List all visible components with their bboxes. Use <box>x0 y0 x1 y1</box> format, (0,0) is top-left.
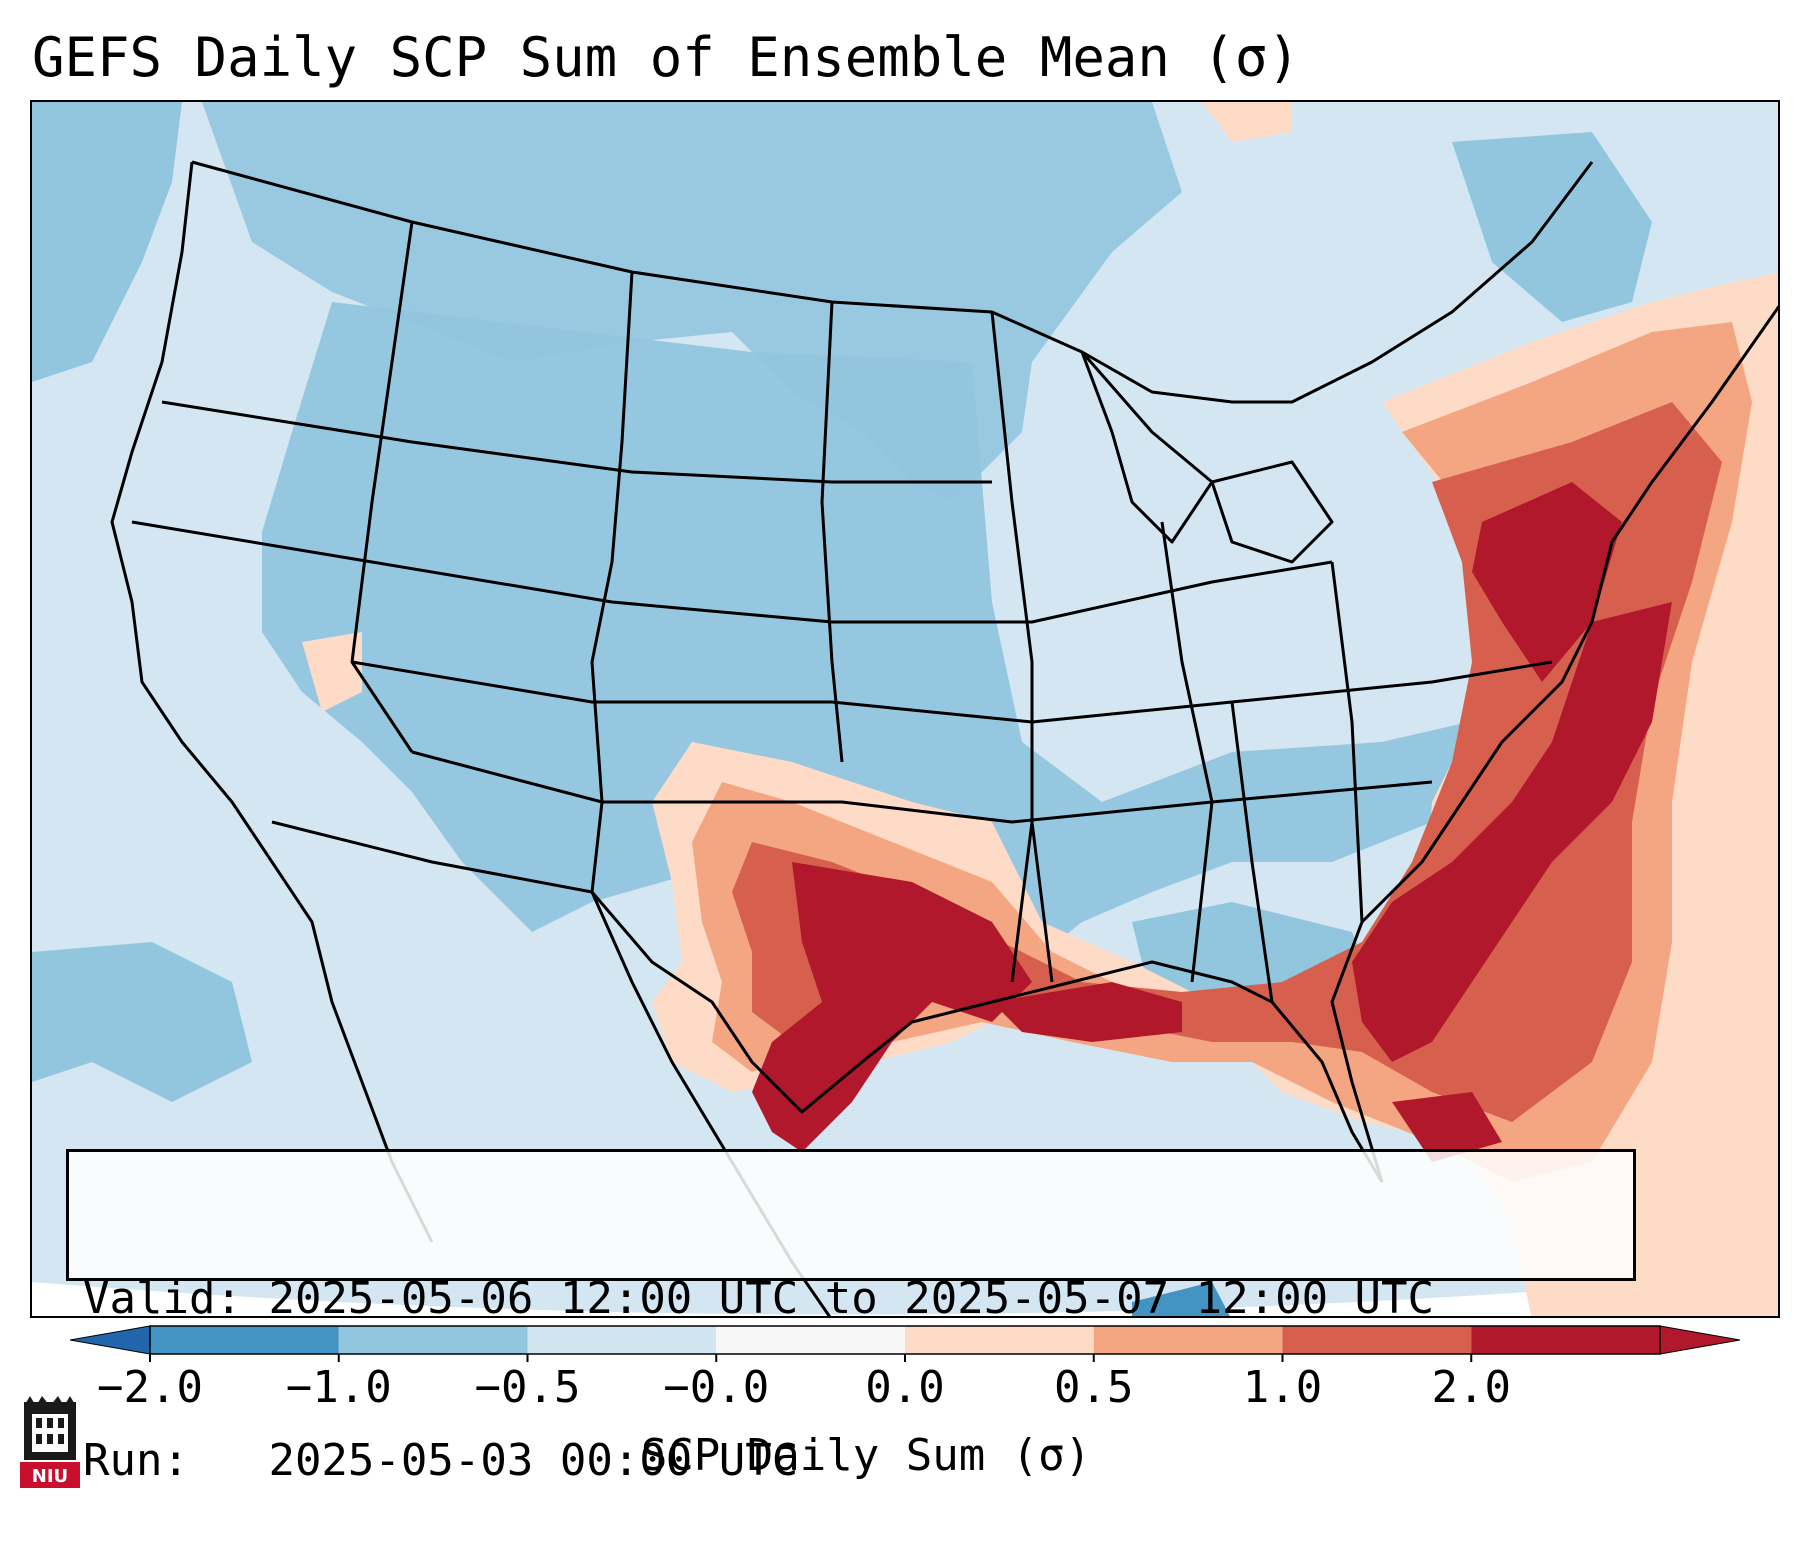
validity-info-box: Valid: 2025-05-06 12:00 UTC to 2025-05-0… <box>66 1149 1636 1486</box>
colorbar-segment <box>338 1326 528 1354</box>
colorbar-tick-label: 1.0 <box>1242 1362 1323 1413</box>
colorbar-segment <box>905 1326 1094 1354</box>
colorbar-segment <box>1093 1326 1283 1354</box>
colorbar-segment <box>1282 1326 1472 1354</box>
run-label: Run: <box>83 1435 189 1486</box>
colorbar-segment <box>150 1326 339 1354</box>
colorbar-segment <box>527 1326 717 1354</box>
colorbar-segment <box>716 1326 905 1354</box>
colorbar-tick-label: 2.0 <box>1431 1362 1511 1413</box>
colorbar-tick-label: −2.0 <box>97 1362 203 1413</box>
colorbar-tick-label: −0.5 <box>474 1362 581 1413</box>
colorbar <box>70 1325 1740 1362</box>
run-value: 2025-05-03 00:00 UTC <box>268 1435 799 1486</box>
colorbar-extend-low <box>70 1325 151 1355</box>
colorbar-tick-label: −1.0 <box>285 1362 392 1413</box>
colorbar-label: SCP Daily Sum (σ) <box>640 1430 1092 1481</box>
map-title: GEFS Daily SCP Sum of Ensemble Mean (σ) <box>32 26 1300 89</box>
colorbar-tick-label: 0.0 <box>865 1362 945 1413</box>
extreme-positive-regions <box>752 482 1672 1162</box>
colorbar-tick-label: −0.0 <box>663 1362 770 1413</box>
logo-text: NIU <box>32 1466 68 1487</box>
colorbar-extend-high <box>1659 1325 1740 1355</box>
negative-anomaly-regions <box>32 102 1652 1316</box>
valid-value: 2025-05-06 12:00 UTC to 2025-05-07 12:00… <box>268 1273 1435 1324</box>
valid-label: Valid: <box>83 1273 242 1324</box>
colorbar-segment <box>1471 1326 1660 1354</box>
valid-line: Valid: 2025-05-06 12:00 UTC to 2025-05-0… <box>83 1272 1619 1326</box>
niu-logo-icon: NIU <box>20 1396 80 1488</box>
run-line: Run: 2025-05-03 00:00 UTC <box>83 1434 1619 1488</box>
map-frame[interactable] <box>30 100 1780 1318</box>
colorbar-tick-label: 0.5 <box>1054 1362 1134 1413</box>
projection-edge <box>32 1272 1778 1316</box>
map-canvas[interactable] <box>32 102 1780 1318</box>
